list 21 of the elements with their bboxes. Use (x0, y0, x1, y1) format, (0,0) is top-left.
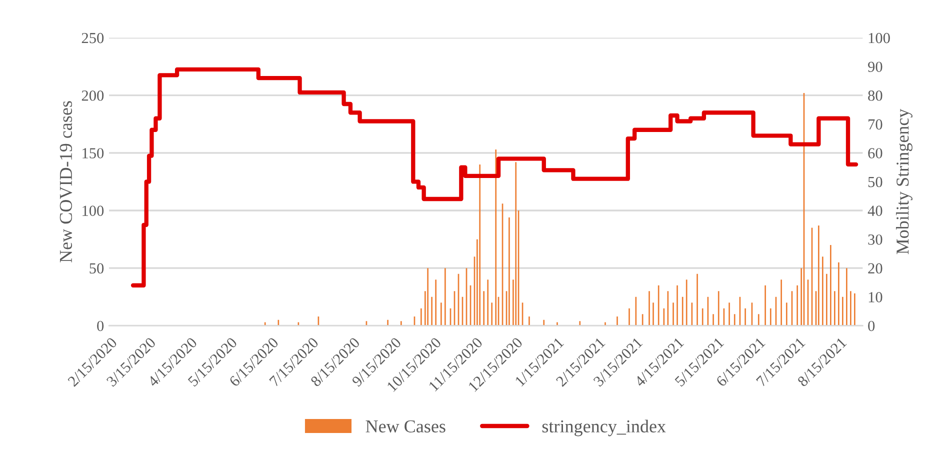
y2-tick-label: 70 (868, 119, 882, 130)
legend-label: New Cases (366, 420, 446, 432)
y2-tick-label: 100 (868, 32, 890, 44)
y2-tick-label: 0 (868, 320, 875, 332)
y2-tick-label: 80 (868, 90, 882, 101)
y2-tick-label: 30 (868, 234, 882, 245)
y2-tick-label: 20 (868, 263, 882, 274)
y2-tick-label: 90 (868, 62, 882, 72)
y-axis-title: New COVID-19 cases (60, 101, 72, 262)
y2-axis-title: Mobility Stringency (896, 108, 912, 254)
y2-tick-label: 50 (868, 176, 882, 188)
y-tick-label: 250 (82, 32, 104, 44)
y-tick-label: 150 (82, 148, 104, 158)
y2-tick-label: 40 (868, 206, 882, 216)
y-tick-label: 100 (82, 206, 104, 216)
y-tick-label: 200 (82, 90, 104, 101)
y2-tick-label: 60 (868, 148, 882, 158)
legend-label: stringency_index (542, 420, 666, 436)
y-tick-label: 0 (97, 320, 104, 332)
y-tick-label: 50 (90, 263, 104, 274)
y2-tick-label: 10 (868, 292, 882, 302)
